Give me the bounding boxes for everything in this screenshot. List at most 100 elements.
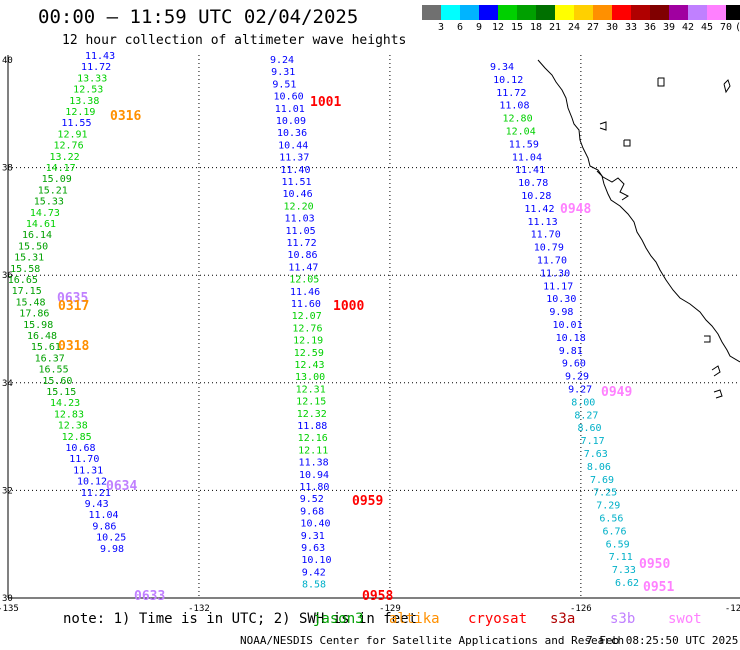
page-title: 00:00 – 11:59 UTC 02/04/2025 (38, 6, 359, 28)
island (657, 77, 665, 87)
wave-height-label: 12.85 (62, 432, 92, 443)
wave-height-label: 10.09 (276, 116, 306, 127)
note-text: note: 1) Time is in UTC; 2) SWH is in fe… (63, 611, 418, 627)
wave-height-label: 12.07 (292, 311, 322, 322)
wave-height-label: 7.69 (590, 475, 614, 486)
legend-tick-label: 12 (491, 22, 505, 33)
wave-height-label: 14.23 (50, 398, 80, 409)
wave-height-label: 14.73 (30, 208, 60, 219)
wave-height-label: 15.21 (38, 185, 68, 196)
wave-height-label: 10.94 (299, 470, 329, 481)
legend-tick-label: 15 (510, 22, 524, 33)
ground-track: 9.249.319.5110.6011.0110.0910.3610.4411.… (270, 55, 331, 591)
wave-height-label: 11.01 (275, 104, 305, 115)
legend-swatch (479, 5, 498, 20)
island (623, 139, 631, 147)
wave-height-label: 7.63 (584, 449, 608, 460)
wave-height-label: 11.31 (73, 465, 103, 476)
wave-height-label: 10.68 (65, 443, 95, 454)
wave-height-label: 11.51 (281, 177, 311, 188)
coastline-bay (596, 170, 629, 201)
coastline (537, 59, 740, 399)
legend-tick-label: 39 (662, 22, 676, 33)
wave-height-label: 9.27 (568, 385, 592, 396)
wave-height-label: 12.53 (73, 85, 103, 96)
lat-tick-label: 36 (2, 271, 13, 281)
wave-height-label: 9.63 (301, 543, 325, 554)
legend-swatch (688, 5, 707, 20)
wave-height-label: 16.65 (8, 275, 38, 286)
wave-height-label: 9.31 (271, 67, 295, 78)
legend-tick-label: 21 (548, 22, 562, 33)
lon-tick-label: -132 (188, 604, 210, 614)
wave-height-label: 11.88 (297, 421, 327, 432)
wave-height-label: 16.48 (27, 331, 57, 342)
wave-height-label: 10.44 (278, 140, 308, 151)
legend-tick-label: 3 (437, 22, 445, 33)
wave-height-label: 16.37 (35, 353, 65, 364)
wave-height-label: 7.25 (593, 488, 617, 499)
wave-height-label: 9.51 (272, 79, 296, 90)
wave-height-label: 15.33 (34, 197, 64, 208)
legend-swatch (707, 5, 726, 20)
wave-height-label: 15.48 (15, 297, 45, 308)
legend-swatch (650, 5, 669, 20)
wave-height-label: 9.98 (549, 307, 573, 318)
wave-height-label: 12.43 (294, 360, 324, 371)
wave-height-label: 11.37 (279, 153, 309, 164)
island (723, 79, 731, 94)
satellite-name: altika (389, 611, 440, 627)
wave-height-label: 11.80 (299, 482, 329, 493)
wave-height-label: 10.36 (277, 128, 307, 139)
wave-height-label: 8.60 (578, 423, 602, 434)
wave-height-label: 9.31 (301, 531, 325, 542)
pass-time-label: 0950 (639, 557, 670, 572)
map-grid (7, 55, 740, 599)
wave-height-label: 10.10 (301, 555, 331, 566)
legend-swatch (441, 5, 460, 20)
wave-height-label: 11.47 (288, 262, 318, 273)
coastline-path (537, 59, 740, 363)
wave-height-label: 11.04 (512, 152, 542, 163)
lat-tick-label: 34 (2, 379, 13, 389)
wave-height-label: 9.81 (559, 346, 583, 357)
wave-height-label: 12.83 (54, 409, 84, 420)
wave-height-label: 15.58 (10, 264, 40, 275)
wave-height-label: 6.56 (599, 514, 623, 525)
legend-tick-label: 6 (456, 22, 464, 33)
pass-time-label: 0948 (560, 202, 591, 217)
wave-height-label: 15.09 (42, 174, 72, 185)
wave-height-label: 14.61 (26, 219, 56, 230)
pass-time-label: 0951 (643, 580, 674, 595)
legend-tick-label: 24 (567, 22, 581, 33)
wave-height-label: 9.52 (300, 494, 324, 505)
wave-height-label: 11.21 (81, 488, 111, 499)
lat-tick-label: 32 (2, 486, 13, 496)
wave-height-label: 10.01 (553, 320, 583, 331)
wave-height-label: 11.13 (528, 217, 558, 228)
wave-height-label: 8.00 (571, 397, 595, 408)
wave-height-label: 12.76 (292, 323, 322, 334)
wave-height-label: 8.06 (587, 462, 611, 473)
pass-time-label: 0635 (57, 291, 88, 306)
wave-height-label: 11.70 (69, 454, 99, 465)
legend-tick-label: 27 (586, 22, 600, 33)
wave-height-label: 10.12 (77, 477, 107, 488)
wave-height-label: 12.05 (289, 275, 319, 286)
wave-height-label: 10.40 (300, 519, 330, 530)
wave-height-label: 15.31 (14, 253, 44, 264)
wave-height-label: 7.33 (612, 565, 636, 576)
wave-height-label: 7.17 (581, 436, 605, 447)
wave-height-label: 11.30 (540, 268, 570, 279)
wave-height-label: 13.38 (69, 96, 99, 107)
lat-tick-label: 38 (2, 164, 13, 174)
wave-height-label: 13.00 (295, 372, 325, 383)
legend-swatch (726, 5, 740, 20)
page-subtitle: 12 hour collection of altimeter wave hei… (62, 33, 407, 48)
wave-height-label: 11.40 (280, 165, 310, 176)
wave-height-label: 11.70 (531, 230, 561, 241)
